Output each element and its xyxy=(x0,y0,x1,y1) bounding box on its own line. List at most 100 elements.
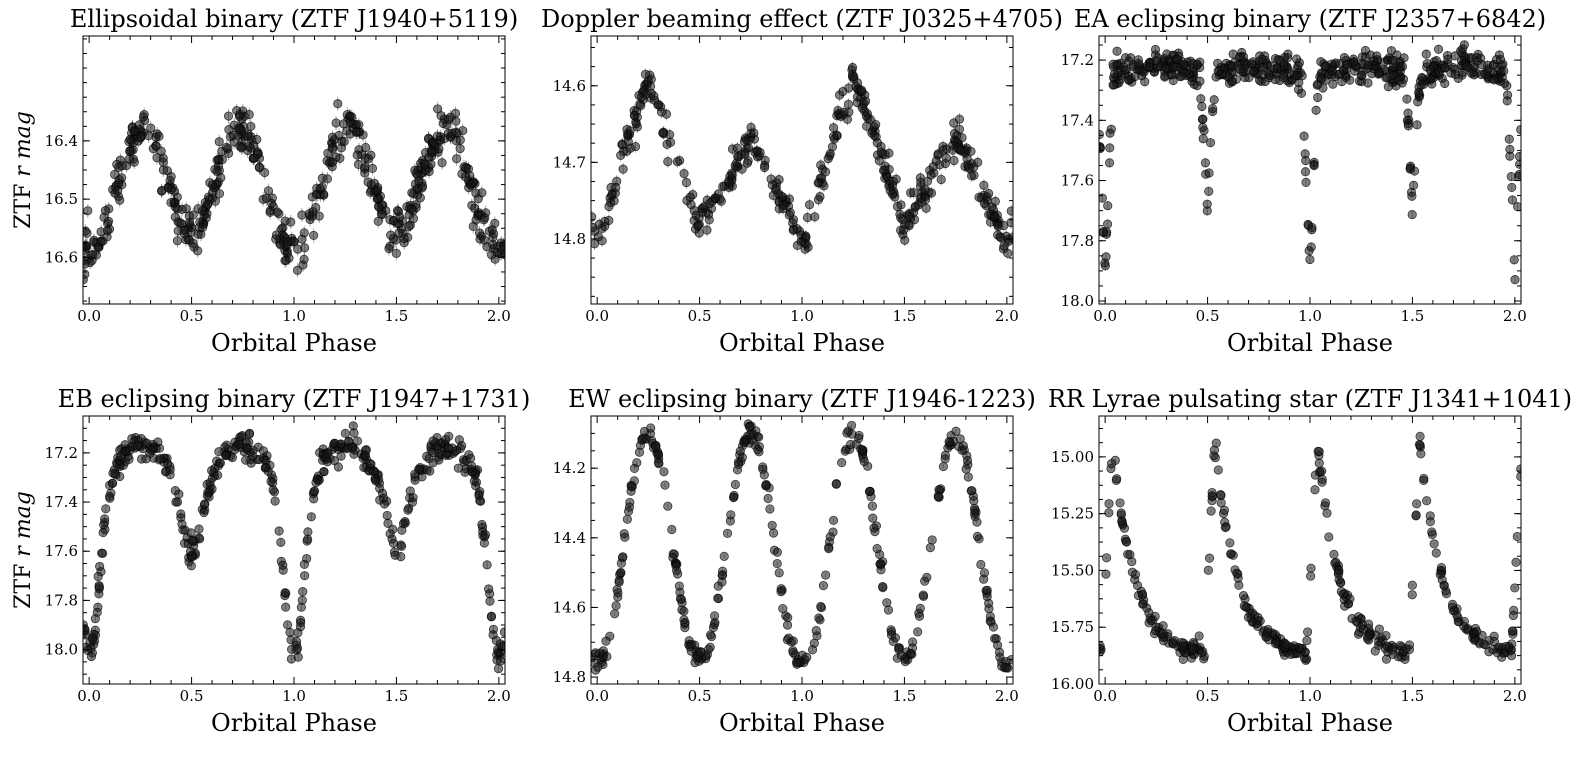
y-tick-label: 17.2 xyxy=(45,444,78,462)
data-point xyxy=(157,186,167,196)
data-point xyxy=(827,142,838,152)
data-point xyxy=(869,131,880,141)
data-point xyxy=(1172,54,1182,65)
data-point xyxy=(992,210,1002,220)
y-tick-label: 17.4 xyxy=(1061,111,1094,129)
data-point xyxy=(467,200,477,210)
data-point xyxy=(204,492,214,502)
data-point xyxy=(315,184,325,194)
data-point xyxy=(155,454,165,464)
data-point xyxy=(909,188,919,198)
data-point xyxy=(354,120,364,130)
data-point xyxy=(857,103,867,113)
data-point xyxy=(339,136,349,147)
data-point xyxy=(709,619,719,630)
data-point xyxy=(1126,53,1136,63)
x-tick-label: 1.0 xyxy=(282,307,306,325)
data-point xyxy=(1102,219,1113,229)
data-point xyxy=(335,153,345,163)
data-point xyxy=(1443,54,1453,64)
data-point xyxy=(1433,44,1444,54)
data-point xyxy=(104,491,115,502)
data-point xyxy=(916,197,926,207)
data-point xyxy=(616,567,626,578)
data-point xyxy=(766,174,776,184)
data-point xyxy=(703,209,714,219)
data-point xyxy=(995,232,1005,242)
data-point xyxy=(667,524,677,535)
x-tick-label: 0.5 xyxy=(180,307,204,325)
data-point xyxy=(491,635,502,646)
data-point xyxy=(1270,74,1280,85)
data-point xyxy=(1409,180,1419,190)
data-point xyxy=(1510,275,1520,285)
data-point xyxy=(1198,122,1208,133)
data-point xyxy=(158,165,168,175)
data-point xyxy=(1495,54,1506,65)
data-point xyxy=(804,200,815,210)
chart-title: EB eclipsing binary (ZTF J1947+1731) xyxy=(58,385,531,413)
data-point xyxy=(1446,68,1456,78)
data-point xyxy=(146,123,156,133)
y-tick-label: 17.2 xyxy=(1061,51,1094,69)
data-point xyxy=(854,433,864,443)
data-point xyxy=(1402,94,1412,104)
data-point xyxy=(83,206,93,216)
data-point xyxy=(414,176,424,186)
data-point xyxy=(869,523,879,533)
data-point xyxy=(319,467,329,477)
data-point xyxy=(113,185,123,196)
data-point xyxy=(396,541,407,552)
data-point xyxy=(1456,55,1467,66)
data-point xyxy=(1458,44,1468,54)
data-point xyxy=(1099,143,1105,154)
data-point xyxy=(1504,134,1514,144)
data-point xyxy=(732,158,742,168)
data-point xyxy=(280,588,290,598)
data-point xyxy=(382,510,392,521)
data-point xyxy=(713,581,723,591)
data-point xyxy=(285,627,295,637)
data-point xyxy=(1305,254,1315,265)
data-point xyxy=(810,212,820,222)
data-point xyxy=(1196,94,1206,104)
data-point xyxy=(625,126,635,136)
data-point xyxy=(276,537,286,547)
data-point xyxy=(813,195,824,205)
data-point xyxy=(726,510,736,520)
data-point xyxy=(646,423,656,433)
data-point xyxy=(982,585,992,595)
data-point xyxy=(788,225,798,235)
data-point xyxy=(1328,79,1338,89)
chart-panel-1: 0.0 0.5 1.0 1.5 2.0 16.4 16.5 16.6 Ellipsoidal b… xyxy=(11,5,518,357)
chart-title: Doppler beaming effect (ZTF J0325+4705) xyxy=(541,5,1063,33)
data-point xyxy=(272,207,282,217)
data-point xyxy=(410,469,420,479)
y-tick-label: 16.5 xyxy=(45,190,78,208)
x-tick-label: 0.5 xyxy=(1196,307,1220,325)
data-point xyxy=(143,131,154,141)
data-point xyxy=(291,636,302,647)
data-point xyxy=(1105,143,1115,153)
data-point xyxy=(734,459,744,469)
data-point xyxy=(498,244,505,254)
data-point xyxy=(862,121,872,131)
data-point xyxy=(214,137,224,147)
data-point xyxy=(129,126,139,136)
data-point xyxy=(185,546,196,556)
data-point xyxy=(966,146,976,157)
data-point xyxy=(663,501,673,511)
data-point xyxy=(263,466,273,476)
data-point xyxy=(390,550,400,560)
data-point xyxy=(88,634,98,645)
data-point xyxy=(1337,77,1347,87)
data-point xyxy=(1335,69,1345,79)
x-tick-label: 1.5 xyxy=(384,687,408,705)
data-point xyxy=(479,538,489,548)
data-point xyxy=(286,217,296,227)
data-point xyxy=(420,159,430,170)
data-point xyxy=(653,100,663,110)
data-point xyxy=(729,492,739,502)
data-point xyxy=(896,213,906,223)
data-point xyxy=(177,519,187,529)
